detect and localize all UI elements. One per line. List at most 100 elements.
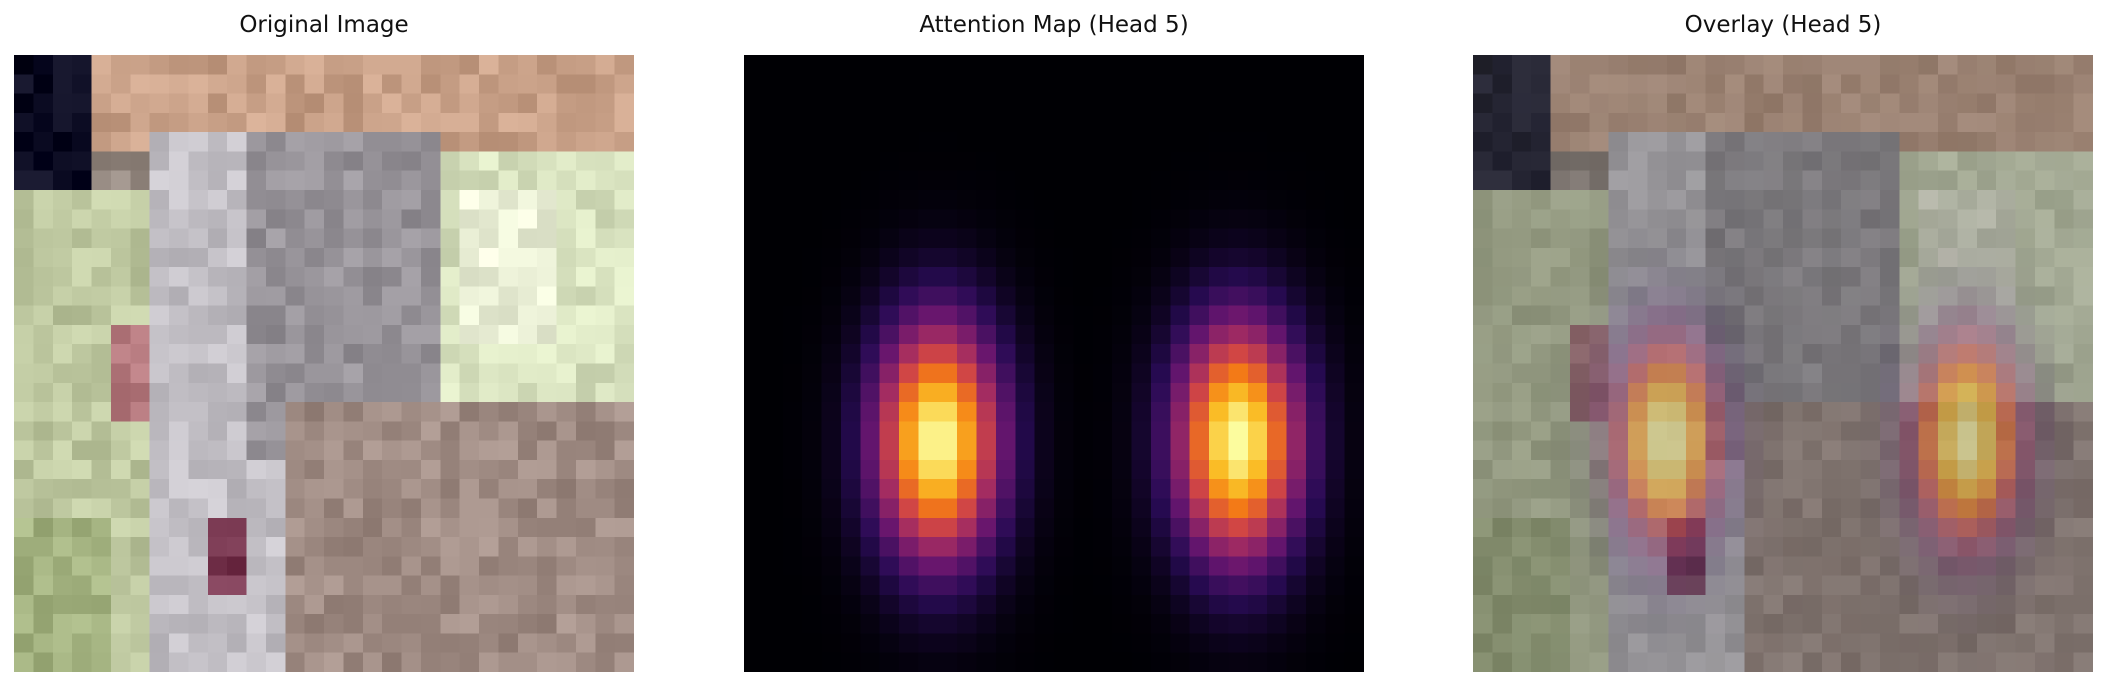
overlay-pixel [1802,402,1823,422]
original-image-pixel [556,594,577,615]
attention-map-pixel [763,440,784,461]
attention-map-pixel [1286,537,1307,557]
original-image-pixel [149,209,170,229]
overlay-pixel [1879,479,1900,499]
attention-map-pixel [1325,286,1346,307]
attention-map-pixel [1170,517,1191,538]
attention-map-pixel [879,517,900,538]
attention-map-pixel [937,517,958,538]
overlay-pixel [1957,344,1978,364]
overlay-pixel [2073,228,2093,249]
overlay-pixel [1821,93,1842,114]
original-image-pixel [207,209,228,229]
original-image-pixel [498,614,519,634]
attention-map-pixel [899,459,919,480]
attention-map-pixel [1209,594,1229,615]
original-image-pixel [72,189,92,210]
original-image-pixel [343,209,364,229]
attention-map-pixel [763,498,784,519]
attention-map-pixel [1267,247,1287,268]
original-image-pixel [207,459,228,480]
overlay-pixel [1589,344,1610,364]
overlay-pixel [1492,132,1513,152]
original-image-pixel [246,151,267,172]
attention-map-pixel [1131,55,1152,75]
original-image-pixel [52,556,73,576]
attention-map-pixel [1034,170,1055,191]
attention-map-pixel [744,517,764,538]
overlay-pixel [1821,575,1842,596]
attention-map-pixel [1054,498,1074,519]
overlay-pixel [1899,537,1920,557]
overlay-pixel [2073,382,2093,403]
original-image-pixel [91,305,112,326]
overlay-pixel [1938,421,1958,442]
original-image-pixel [362,55,383,75]
original-image-pixel [91,537,112,557]
overlay-pixel [1492,93,1513,114]
attention-map-pixel [918,594,939,615]
overlay-pixel [1511,228,1532,249]
overlay-pixel [1841,614,1861,634]
attention-map-pixel [840,537,861,557]
overlay-pixel [1763,286,1784,307]
original-image-pixel [537,498,557,519]
attention-map-pixel [1150,55,1171,75]
overlay-pixel [1938,633,1958,654]
original-image-pixel [479,556,499,576]
attention-map-pixel [937,614,958,634]
attention-map-pixel [1286,209,1307,229]
attention-map-pixel [899,556,919,576]
overlay-pixel [1628,594,1648,615]
original-image-pixel [362,575,383,596]
overlay-pixel [1763,517,1784,538]
original-image-pixel [498,421,519,442]
attention-map-pixel [860,652,881,672]
overlay-pixel [1492,575,1513,596]
overlay-pixel [2054,324,2075,345]
overlay-pixel [1628,112,1648,133]
original-image-pixel [401,247,422,268]
attention-map-pixel [879,209,900,229]
attention-map-pixel [1112,440,1132,461]
original-image-pixel [227,286,247,307]
overlay-pixel [1589,633,1610,654]
overlay-pixel [1763,209,1784,229]
attention-map-pixel [1073,151,1094,172]
overlay-pixel [1957,324,1978,345]
original-image-pixel [110,305,131,326]
attention-map-pixel [976,93,997,114]
attention-map-pixel [1305,247,1326,268]
attention-map-pixel [763,247,784,268]
attention-map-pixel [937,55,958,75]
attention-map-pixel [995,267,1016,287]
original-image-pixel [285,440,306,461]
attention-map-pixel [918,344,939,364]
overlay-pixel [1531,459,1551,480]
attention-map-pixel [1054,517,1074,538]
overlay-pixel [1473,151,1493,172]
attention-map-pixel [879,459,900,480]
overlay-pixel [1744,382,1765,403]
attention-map-pixel [1015,132,1036,152]
attention-map-pixel [1015,479,1036,499]
original-image-pixel [498,479,519,499]
original-image-pixel [595,363,616,384]
attention-map-pixel [840,421,861,442]
overlay-pixel [2054,55,2075,75]
overlay-pixel [1918,132,1939,152]
original-image [14,55,634,672]
original-image-pixel [382,247,402,268]
overlay-pixel [1802,363,1823,384]
overlay-pixel [1608,112,1629,133]
original-image-pixel [304,151,325,172]
original-image-pixel [537,74,557,94]
overlay-pixel [1686,151,1706,172]
attention-map-pixel [1267,324,1287,345]
attention-map-pixel [744,247,764,268]
overlay-pixel [1511,93,1532,114]
original-image-pixel [595,575,616,596]
overlay-pixel [1996,575,2016,596]
overlay-pixel [1976,132,1997,152]
attention-map-pixel [1228,402,1249,422]
